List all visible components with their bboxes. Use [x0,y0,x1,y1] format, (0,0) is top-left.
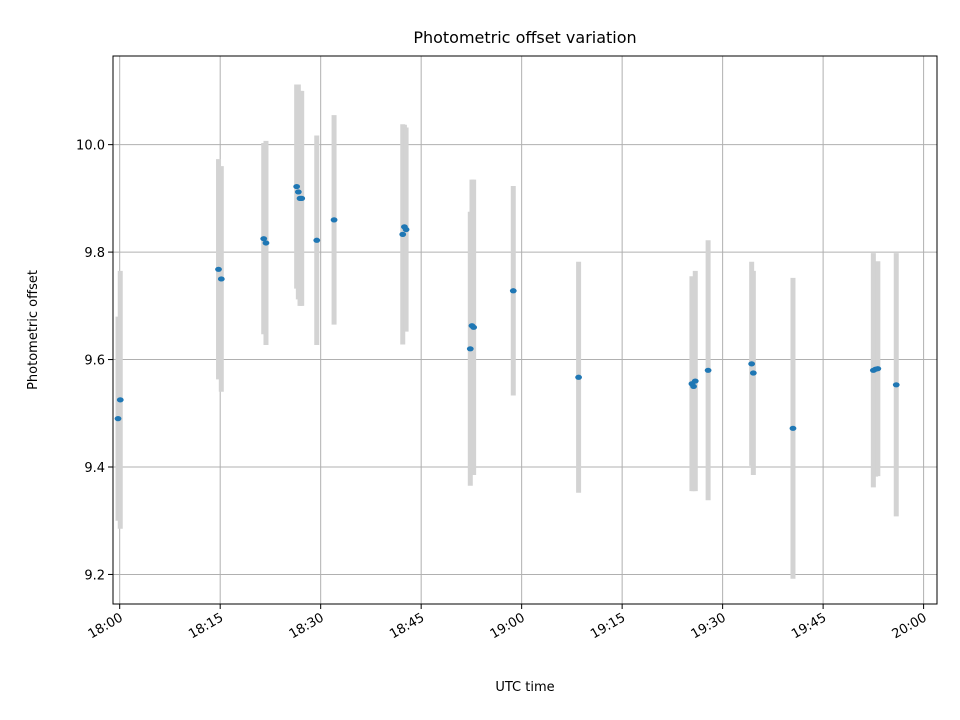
data-point [294,189,302,195]
data-point [215,266,222,272]
y-axis-ticks: 9.2 9.4 9.6 9.8 10.0 [76,139,113,583]
data-point [116,397,124,403]
y-axis-label: Photometric offset [26,270,41,390]
y-tick-label: 9.2 [84,568,105,583]
data-point [509,288,517,294]
y-tick-label: 9.4 [84,461,105,476]
data-point [217,276,225,282]
plot-frame [112,55,938,605]
y-tick-label: 9.8 [84,246,105,261]
data-point [874,366,882,372]
data-point [470,324,478,330]
x-axis-label: UTC time [495,680,554,695]
data-point [789,425,797,431]
data-point [114,416,122,422]
data-points [114,183,900,431]
y-tick-label: 10.0 [76,139,105,154]
grid-lines [113,56,937,604]
data-point [260,236,268,242]
chart-title: Photometric offset variation [413,28,636,47]
data-point [892,382,900,388]
y-tick-label: 9.6 [84,354,105,369]
data-point [313,237,321,243]
data-point [466,346,474,352]
data-point [262,240,270,246]
data-point [691,378,699,384]
data-point [293,183,301,190]
data-point [330,217,338,223]
data-point [748,361,756,367]
data-point [749,370,757,376]
data-point [690,383,697,390]
data-point [402,226,410,233]
data-point [575,374,582,380]
data-point [298,195,306,201]
data-point [399,231,407,237]
data-point [704,367,712,373]
